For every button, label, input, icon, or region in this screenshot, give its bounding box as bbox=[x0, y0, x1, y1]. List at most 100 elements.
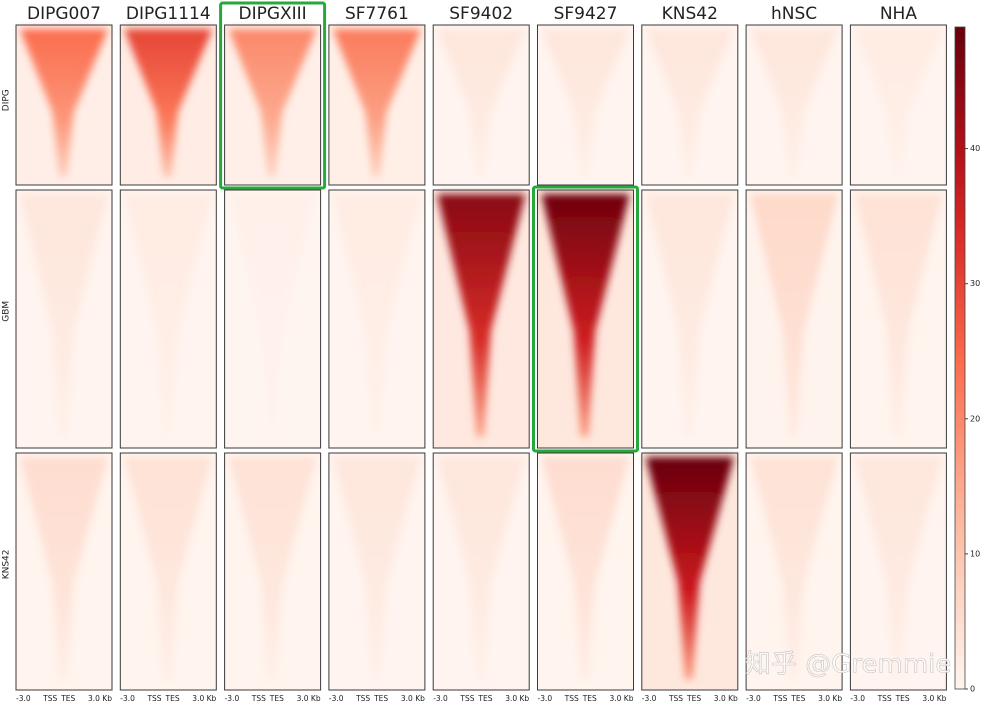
colorbar-tick-label: 40 bbox=[970, 144, 980, 153]
panel-border bbox=[849, 24, 947, 186]
signal-funnel bbox=[854, 194, 943, 437]
heatmap-panel bbox=[119, 452, 217, 691]
panel-border bbox=[432, 189, 530, 449]
x-tick-label: -3.0 bbox=[538, 694, 553, 703]
signal-funnel bbox=[749, 457, 839, 680]
colorbar-tick-label: 0 bbox=[970, 685, 975, 694]
x-tick-label: -3.0 bbox=[642, 694, 657, 703]
x-tick-label: TES bbox=[165, 694, 180, 703]
x-tick-label: TES bbox=[60, 694, 75, 703]
x-tick-label: TSS bbox=[772, 694, 787, 703]
heatmap-panel bbox=[15, 452, 113, 691]
panel-border bbox=[119, 24, 217, 186]
heatmap-panel bbox=[745, 24, 843, 186]
heatmap-panel bbox=[849, 24, 947, 186]
row-label: DIPG bbox=[2, 89, 12, 111]
panel-border bbox=[15, 24, 113, 186]
x-tick-label: 3.0 Kb bbox=[88, 694, 112, 703]
watermark: 知乎 @Gremmie bbox=[745, 650, 951, 680]
signal-funnel bbox=[645, 457, 734, 680]
colorbar-tick-label: 20 bbox=[970, 414, 980, 423]
x-tick-label: 3.0 Kb bbox=[505, 694, 529, 703]
x-tick-label: TSS bbox=[459, 694, 474, 703]
panel-border bbox=[745, 189, 843, 449]
signal-funnel bbox=[541, 457, 630, 680]
x-tick-label: TES bbox=[373, 694, 388, 703]
panel-border bbox=[224, 452, 322, 691]
highlight-box bbox=[219, 1, 327, 190]
heatmap-panel bbox=[745, 452, 843, 691]
signal-funnel bbox=[228, 457, 317, 680]
x-tick-label: TSS bbox=[146, 694, 161, 703]
panel-border bbox=[119, 189, 217, 449]
panel-border bbox=[119, 452, 217, 691]
panel-border bbox=[849, 452, 947, 691]
panel-border bbox=[328, 189, 426, 449]
signal-funnel bbox=[124, 457, 213, 680]
x-tick-label: 3.0 Kb bbox=[297, 694, 321, 703]
x-tick-label: TSS bbox=[877, 694, 892, 703]
signal-funnel bbox=[645, 194, 734, 437]
column-title: DIPGXIII bbox=[238, 4, 306, 24]
panel-border bbox=[641, 24, 739, 186]
x-tick-label: -3.0 bbox=[120, 694, 135, 703]
x-tick-label: TSS bbox=[251, 694, 266, 703]
panel-border bbox=[745, 24, 843, 186]
panel-border bbox=[328, 452, 426, 691]
colorbar-tick-label: 10 bbox=[970, 549, 980, 558]
panel-border bbox=[328, 24, 426, 186]
heatmap-panel bbox=[432, 452, 530, 691]
x-tick-label: TES bbox=[477, 694, 492, 703]
signal-funnel bbox=[437, 29, 526, 177]
signal-funnel bbox=[19, 457, 109, 680]
heatmap-panel bbox=[432, 24, 530, 186]
column-title: SF7761 bbox=[345, 4, 409, 24]
signal-funnel bbox=[332, 29, 422, 177]
column-title: KNS42 bbox=[662, 4, 718, 24]
signal-funnel bbox=[124, 194, 213, 437]
signal-funnel bbox=[854, 457, 943, 680]
x-tick-label: -3.0 bbox=[746, 694, 761, 703]
row-label: GBM bbox=[2, 301, 12, 322]
heatmap-panel bbox=[119, 189, 217, 449]
signal-funnel bbox=[749, 194, 839, 437]
panel-border bbox=[641, 452, 739, 691]
column-title: DIPG007 bbox=[27, 4, 101, 24]
x-tick-label: TES bbox=[269, 694, 284, 703]
column-title: SF9402 bbox=[449, 4, 513, 24]
panel-border bbox=[537, 24, 634, 186]
panel-border bbox=[537, 189, 634, 449]
x-tick-label: 3.0 Kb bbox=[922, 694, 946, 703]
panel-border bbox=[432, 452, 530, 691]
x-tick-label: 3.0 Kb bbox=[714, 694, 738, 703]
panel-border bbox=[849, 189, 947, 449]
x-tick-label: TES bbox=[582, 694, 597, 703]
heatmap-panel bbox=[224, 189, 322, 449]
x-tick-label: 3.0 Kb bbox=[610, 694, 634, 703]
colorbar-tick-label: 30 bbox=[970, 279, 980, 288]
x-tick-label: TES bbox=[686, 694, 701, 703]
x-tick-label: -3.0 bbox=[16, 694, 31, 703]
x-tick-label: 3.0 Kb bbox=[401, 694, 425, 703]
signal-funnel bbox=[19, 29, 109, 177]
signal-funnel bbox=[437, 194, 526, 437]
heatmap-panel bbox=[328, 24, 426, 186]
x-tick-label: TSS bbox=[564, 694, 579, 703]
signal-funnel bbox=[124, 29, 213, 177]
panel-border bbox=[537, 452, 634, 691]
heatmap-panel bbox=[849, 189, 947, 449]
heatmap-panel bbox=[224, 452, 322, 691]
x-tick-label: -3.0 bbox=[225, 694, 240, 703]
panel-border bbox=[224, 189, 322, 449]
row-label: KNS42 bbox=[2, 549, 12, 579]
x-tick-label: TSS bbox=[668, 694, 683, 703]
column-title: SF9427 bbox=[554, 4, 618, 24]
signal-funnel bbox=[541, 29, 630, 177]
heatmap-panel bbox=[745, 189, 843, 449]
x-tick-label: -3.0 bbox=[850, 694, 865, 703]
signal-funnel bbox=[749, 29, 839, 177]
signal-funnel bbox=[854, 29, 943, 177]
column-title: NHA bbox=[880, 4, 918, 24]
highlight-box bbox=[532, 185, 639, 453]
